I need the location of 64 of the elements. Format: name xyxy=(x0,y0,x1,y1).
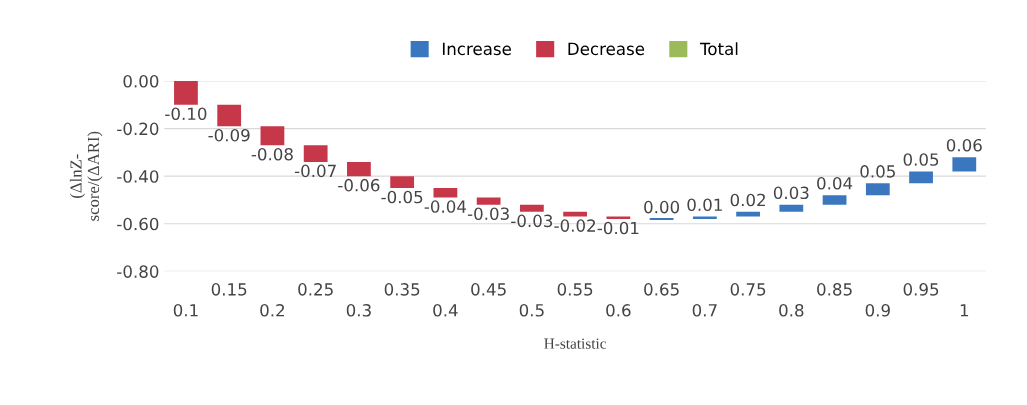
data-label: -0.06 xyxy=(338,178,380,192)
bar xyxy=(217,104,242,127)
x-tick-label: 0.15 xyxy=(211,283,247,296)
data-label: 0.06 xyxy=(946,138,982,152)
x-tick-label: 0.2 xyxy=(260,304,285,317)
x-axis-title: H-statistic xyxy=(544,338,607,349)
data-label: 0.02 xyxy=(730,193,765,207)
data-label: 0.01 xyxy=(687,198,722,212)
data-label: 0.05 xyxy=(860,165,895,178)
data-label: -0.08 xyxy=(251,147,293,161)
x-tick-label: 0.75 xyxy=(730,283,766,296)
bar xyxy=(476,197,501,205)
y-tick-label: 0.00 xyxy=(123,74,159,88)
bar xyxy=(519,204,544,212)
x-tick-label: 0.35 xyxy=(384,283,420,296)
y-tick-label: -0.60 xyxy=(117,217,159,231)
x-tick-label: 0.4 xyxy=(433,304,458,317)
x-tick-label: 0.95 xyxy=(903,283,939,296)
data-label: 0.00 xyxy=(644,200,680,214)
bar xyxy=(347,161,371,177)
data-label: -0.02 xyxy=(554,219,596,232)
data-label: -0.09 xyxy=(208,128,250,142)
data-label: 0.05 xyxy=(903,153,939,166)
data-label: -0.04 xyxy=(424,200,467,213)
bar xyxy=(909,171,933,184)
y-tick-label: -0.40 xyxy=(117,170,159,183)
bar xyxy=(779,204,804,212)
bar xyxy=(563,211,588,217)
y-axis-title: (ΔlnZ- score/(ΔARI) xyxy=(69,131,103,221)
data-label: -0.03 xyxy=(511,214,553,228)
x-tick-label: 0.6 xyxy=(606,304,631,317)
x-tick-label: 0.5 xyxy=(519,304,544,317)
x-tick-label: 1 xyxy=(960,304,969,317)
data-label: 0.04 xyxy=(817,176,853,190)
bar xyxy=(736,211,760,217)
legend-label: Total xyxy=(699,42,738,56)
data-label: 0.03 xyxy=(773,186,809,200)
bar xyxy=(390,176,415,189)
data-label: -0.05 xyxy=(381,190,423,204)
data-label: -0.10 xyxy=(165,107,207,121)
x-tick-label: 0.65 xyxy=(644,283,679,296)
x-tick-label: 0.25 xyxy=(298,283,333,296)
x-tick-label: 0.9 xyxy=(865,304,890,317)
y-tick-label: -0.80 xyxy=(117,265,159,278)
data-label: -0.01 xyxy=(597,221,639,235)
x-tick-label: 0.85 xyxy=(817,283,852,296)
x-tick-label: 0.55 xyxy=(557,283,593,296)
bar xyxy=(822,195,847,205)
bar xyxy=(433,188,458,198)
bar xyxy=(952,157,977,172)
x-tick-label: 0.3 xyxy=(346,304,371,317)
x-tick-label: 0.1 xyxy=(173,304,198,317)
x-tick-label: 0.8 xyxy=(779,304,804,317)
legend-label: Increase xyxy=(442,42,511,56)
bar xyxy=(174,81,198,105)
bar xyxy=(260,126,285,146)
data-label: -0.07 xyxy=(294,164,336,178)
bar xyxy=(303,145,328,162)
x-tick-label: 0.45 xyxy=(471,283,506,296)
y-tick-label: -0.20 xyxy=(117,122,159,136)
data-label: -0.03 xyxy=(467,207,509,221)
legend-label: Decrease xyxy=(568,42,645,56)
bar xyxy=(865,183,890,196)
x-tick-label: 0.7 xyxy=(692,304,717,317)
